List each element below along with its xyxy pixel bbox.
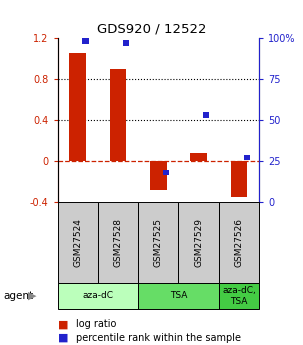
Text: ■: ■ [58, 319, 68, 329]
Bar [203, 112, 209, 118]
Text: GSM27528: GSM27528 [114, 218, 122, 267]
Bar [123, 40, 129, 46]
Text: ▶: ▶ [28, 291, 36, 301]
Bar [163, 169, 169, 175]
Bar [231, 161, 247, 197]
Bar [82, 38, 88, 44]
Bar [190, 152, 207, 161]
Text: percentile rank within the sample: percentile rank within the sample [76, 333, 241, 343]
Text: GSM27525: GSM27525 [154, 218, 163, 267]
Bar [244, 155, 250, 160]
Text: GDS920 / 12522: GDS920 / 12522 [97, 22, 206, 36]
Text: agent: agent [3, 291, 33, 301]
Text: TSA: TSA [170, 291, 187, 300]
Bar [150, 161, 167, 189]
Text: aza-dC: aza-dC [82, 291, 113, 300]
Text: GSM27529: GSM27529 [194, 218, 203, 267]
Text: log ratio: log ratio [76, 319, 116, 329]
Bar [69, 53, 86, 161]
Text: aza-dC,
TSA: aza-dC, TSA [222, 286, 256, 306]
Text: GSM27524: GSM27524 [73, 218, 82, 267]
Text: ■: ■ [58, 333, 68, 343]
Bar [110, 69, 126, 161]
Text: GSM27526: GSM27526 [235, 218, 243, 267]
